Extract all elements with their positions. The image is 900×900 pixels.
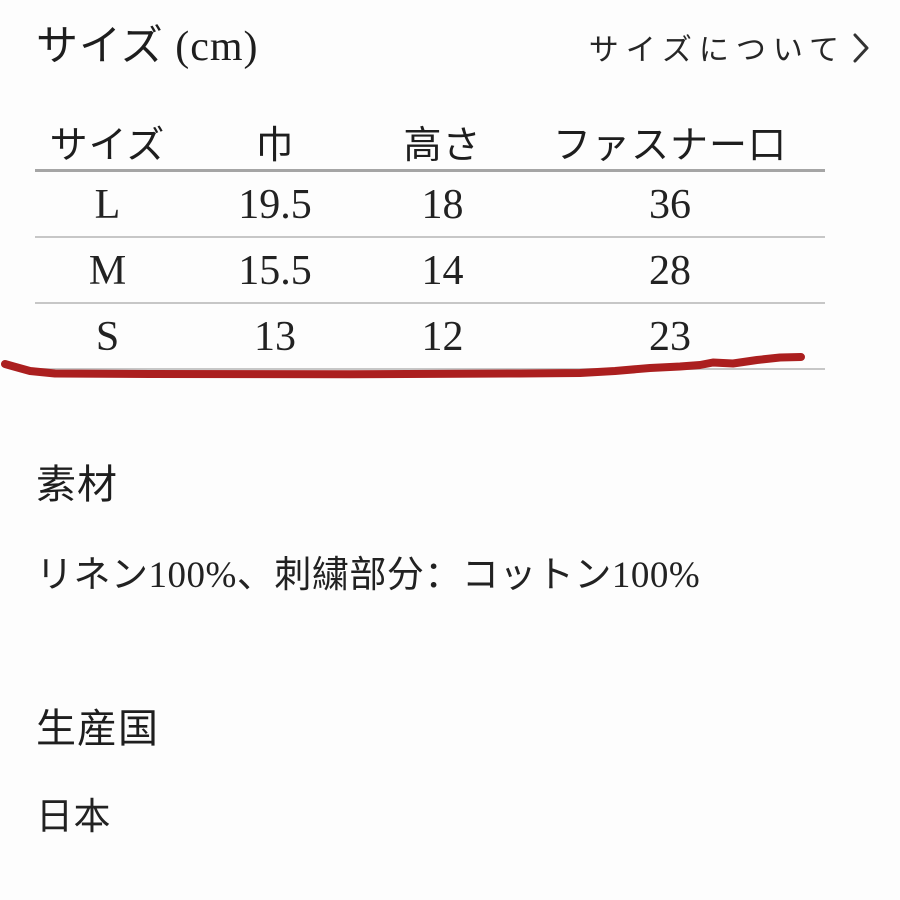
table-header-cell: ファスナー口 (515, 104, 825, 172)
table-header-cell: サイズ (35, 104, 180, 172)
size-section-header: サイズ (cm) サイズについて (36, 22, 870, 72)
table-cell: L (35, 170, 180, 238)
size-about-link[interactable]: サイズについて (589, 32, 870, 69)
table-cell: 12 (370, 303, 515, 370)
table-cell: 23 (515, 303, 825, 370)
table-cell: M (35, 237, 180, 304)
material-value: リネン100%、刺繍部分：コットン100% (36, 555, 701, 596)
table-cell: 28 (515, 237, 825, 304)
table-cell: S (35, 303, 180, 370)
origin-value: 日本 (36, 797, 111, 838)
table-cell: 36 (515, 170, 825, 238)
table-cell: 19.5 (180, 170, 370, 238)
table-cell: 15.5 (180, 237, 370, 304)
size-table: サイズ巾高さ ファスナー口 L 19.5 18 36 M 15.5 14 28 S 13 12 23 (35, 104, 825, 370)
size-table-body: L 19.5 18 36 M 15.5 14 28 S 13 12 23 (35, 170, 825, 370)
table-header-row: サイズ巾高さ ファスナー口 (35, 104, 825, 172)
table-row: L 19.5 18 36 (35, 170, 825, 238)
chevron-right-icon (853, 33, 869, 63)
table-row: S 13 12 23 (35, 303, 825, 370)
size-section-title: サイズ (cm) (36, 24, 259, 70)
origin-heading: 生産国 (36, 706, 159, 751)
table-cell: 18 (370, 170, 515, 238)
table-cell: 13 (180, 303, 370, 370)
table-cell: 14 (370, 237, 515, 304)
table-header-cell: 高さ (370, 104, 515, 172)
table-header-cell: 巾 (180, 104, 370, 172)
table-row: M 15.5 14 28 (35, 237, 825, 304)
material-heading: 素材 (36, 462, 118, 507)
size-about-link-label: サイズについて (588, 34, 846, 67)
